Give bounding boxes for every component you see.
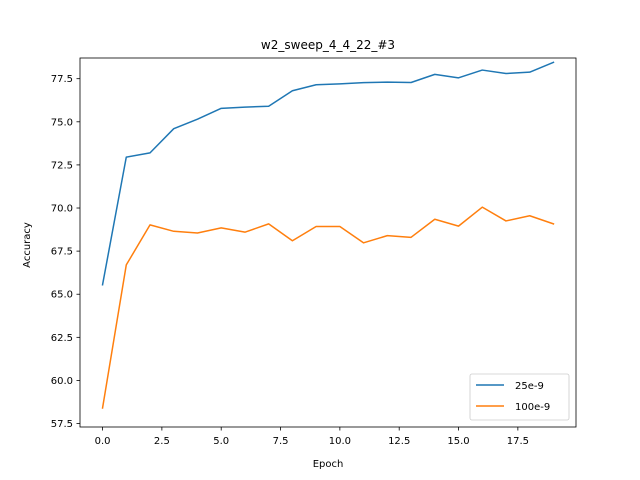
legend-label-0: 25e-9 xyxy=(515,381,544,392)
y-tick-label: 65.0 xyxy=(51,290,73,301)
x-tick-label: 12.5 xyxy=(388,436,410,447)
x-axis-title: Epoch xyxy=(313,459,344,470)
chart-title: w2_sweep_4_4_22_#3 xyxy=(261,38,395,52)
series-line-0 xyxy=(101,61,555,286)
y-tick-label: 60.0 xyxy=(51,376,73,387)
y-tick-label: 67.5 xyxy=(51,247,73,258)
series-line-1 xyxy=(101,206,555,409)
y-tick-label: 70.0 xyxy=(51,204,73,215)
axes-frame xyxy=(79,57,577,428)
y-tick-label: 75.0 xyxy=(51,117,73,128)
legend-label-1: 100e-9 xyxy=(515,402,550,413)
y-tick-label: 57.5 xyxy=(51,419,73,430)
x-tick-label: 5.0 xyxy=(213,436,229,447)
plot-area xyxy=(101,61,555,409)
x-tick-label: 15.0 xyxy=(447,436,469,447)
y-tick-label: 72.5 xyxy=(51,160,73,171)
y-tick-label: 77.5 xyxy=(51,74,73,85)
x-tick-label: 7.5 xyxy=(273,436,289,447)
y-tick-label: 62.5 xyxy=(51,333,73,344)
x-tick-label: 10.0 xyxy=(329,436,351,447)
axes: 0.0 2.5 5.0 7.5 10.0 12.5 15.0 17.5 57.5 60.0 62.5… xyxy=(51,57,577,447)
x-tick-label: 2.5 xyxy=(154,436,170,447)
legend: 25e-9 100e-9 xyxy=(469,373,570,421)
y-axis-title: Accuracy xyxy=(22,222,33,268)
x-tick-label: 17.5 xyxy=(507,436,529,447)
x-tick-label: 0.0 xyxy=(95,436,111,447)
